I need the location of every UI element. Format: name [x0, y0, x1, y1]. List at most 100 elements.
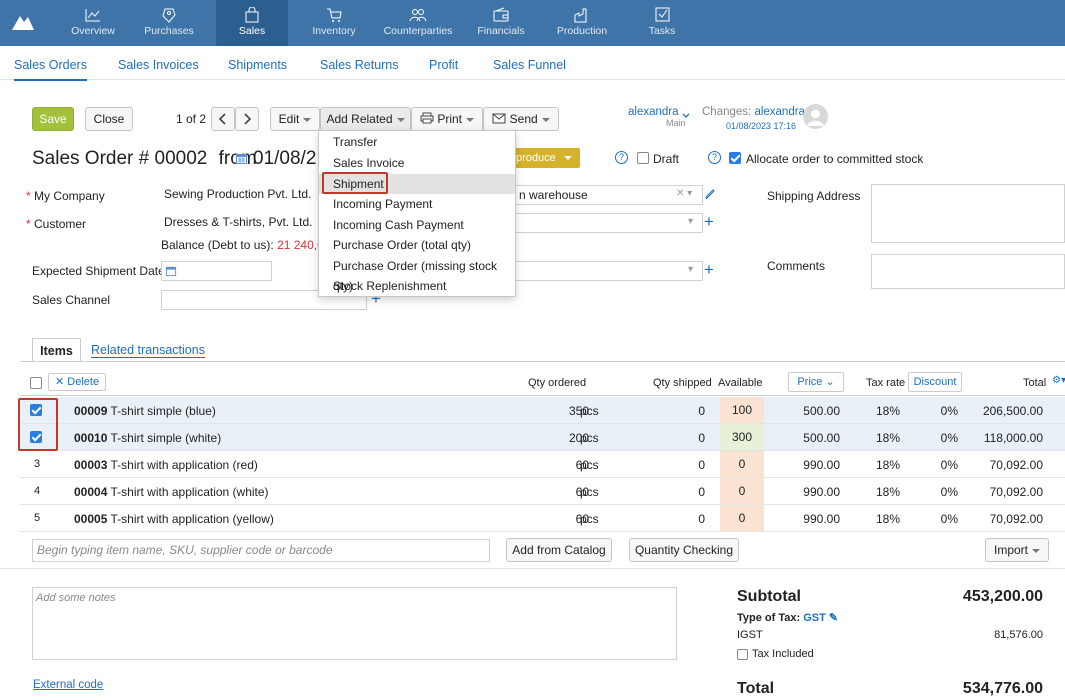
nav-overview[interactable]: Overview [58, 0, 128, 46]
add-icon[interactable]: + [704, 260, 714, 279]
comments-field[interactable] [871, 254, 1065, 289]
discount-cell[interactable]: 0% [940, 431, 958, 445]
header-tax-rate[interactable]: Tax rate [866, 377, 906, 389]
tab-items[interactable]: Items [32, 338, 81, 362]
tax-type-value[interactable]: GST [803, 612, 826, 624]
qty-ordered[interactable]: 200 [568, 431, 589, 445]
prev-button[interactable] [211, 107, 235, 131]
print-button[interactable]: Print [411, 107, 483, 131]
nav-financials[interactable]: Financials [470, 0, 532, 46]
external-code-link[interactable]: External code [33, 679, 104, 691]
tax-included-checkbox[interactable] [737, 649, 748, 660]
edit-button[interactable]: Edit [270, 107, 320, 131]
menu-item-purchase-order-total[interactable]: Purchase Order (total qty) [333, 238, 472, 252]
pencil-icon[interactable]: ✎ [828, 612, 839, 624]
qty-ordered[interactable]: 350 [568, 404, 589, 418]
contract-field[interactable] [515, 213, 703, 233]
header-price[interactable]: Price ⌄ [788, 372, 844, 392]
row-checkbox[interactable] [30, 404, 42, 416]
gear-icon[interactable]: ⚙▾ [1052, 375, 1065, 386]
item-cell[interactable]: 00003 T-shirt with application (red) [74, 458, 258, 472]
menu-item-sales-invoice[interactable]: Sales Invoice [333, 156, 405, 170]
qty-ordered[interactable]: 60 [575, 512, 589, 526]
discount-cell[interactable]: 0% [940, 485, 958, 499]
save-button[interactable]: Save [32, 107, 74, 131]
subnav-profit[interactable]: Profit [429, 58, 459, 72]
nav-counterparties[interactable]: Counterparties [378, 0, 458, 46]
header-qty-ordered[interactable]: Qty ordered [528, 377, 587, 389]
quantity-checking-button[interactable]: Quantity Checking [629, 538, 739, 562]
order-number[interactable]: 00002 [154, 148, 208, 169]
help-icon[interactable]: ? [708, 151, 721, 164]
price-cell[interactable]: 990.00 [803, 512, 840, 526]
qty-ordered[interactable]: 60 [575, 458, 589, 472]
menu-item-shipment[interactable]: Shipment [319, 174, 515, 194]
item-cell[interactable]: 00005 T-shirt with application (yellow) [74, 512, 274, 526]
tax-cell[interactable]: 18% [876, 431, 901, 445]
nav-sales[interactable]: Sales [216, 0, 288, 46]
project-field[interactable] [515, 261, 703, 281]
menu-item-purchase-order-missing[interactable]: Purchase Order (missing stock qty) [333, 259, 498, 293]
item-cell[interactable]: 00010 T-shirt simple (white) [74, 431, 221, 445]
subnav-sales-invoices[interactable]: Sales Invoices [118, 58, 199, 72]
delete-button[interactable]: ✕ Delete [48, 373, 107, 391]
header-discount[interactable]: Discount [908, 372, 962, 392]
table-row[interactable]: 00009 T-shirt simple (blue) 350 pcs 0 100 500… [20, 397, 1065, 424]
menu-item-incoming-payment[interactable]: Incoming Payment [333, 197, 433, 211]
clear-icon[interactable]: ✕ ▾ [676, 188, 693, 199]
row-checkbox[interactable] [30, 431, 42, 443]
add-icon[interactable]: + [371, 289, 381, 308]
chevron-down-icon[interactable]: ▾ [688, 264, 694, 275]
tax-cell[interactable]: 18% [876, 458, 901, 472]
import-button[interactable]: Import [985, 538, 1049, 562]
customer-field[interactable]: Dresses & T-shirts, Pvt. Ltd. [161, 213, 319, 233]
add-icon[interactable]: + [704, 212, 714, 231]
item-search-input[interactable]: Begin typing item name, SKU, supplier co… [32, 539, 490, 562]
qty-ordered[interactable]: 60 [575, 485, 589, 499]
header-available[interactable]: Available [718, 377, 763, 389]
tax-cell[interactable]: 18% [876, 485, 901, 499]
table-row[interactable]: 3 00003 T-shirt with application (red) 60 p… [20, 451, 1065, 478]
changes-user[interactable]: alexandra [754, 106, 805, 118]
tab-related-transactions[interactable]: Related transactions [91, 343, 205, 358]
subnav-sales-orders[interactable]: Sales Orders [14, 58, 87, 81]
chevron-down-icon[interactable]: ▾ [688, 216, 694, 227]
produce-button[interactable]: produce [510, 148, 580, 168]
subnav-sales-returns[interactable]: Sales Returns [320, 58, 399, 72]
sales-channel-field[interactable] [161, 290, 367, 310]
my-company-field[interactable]: Sewing Production Pvt. Ltd. [161, 185, 321, 205]
item-cell[interactable]: 00009 T-shirt simple (blue) [74, 404, 216, 418]
select-all-checkbox[interactable] [30, 377, 42, 389]
chevron-down-icon[interactable] [682, 113, 690, 119]
header-qty-shipped[interactable]: Qty shipped [653, 377, 712, 389]
shipping-address-field[interactable] [871, 184, 1065, 243]
menu-item-incoming-cash-payment[interactable]: Incoming Cash Payment [333, 218, 464, 232]
draft-checkbox[interactable] [637, 152, 649, 164]
menu-item-stock-replenishment[interactable]: Stock Replenishment [333, 279, 447, 293]
avatar[interactable] [803, 104, 828, 129]
allocate-checkbox[interactable] [729, 152, 741, 164]
nav-tasks[interactable]: Tasks [636, 0, 688, 46]
next-button[interactable] [235, 107, 259, 131]
nav-production[interactable]: Production [550, 0, 614, 46]
app-logo-icon[interactable] [10, 12, 36, 32]
table-row[interactable]: 4 00004 T-shirt with application (white) 6… [20, 478, 1065, 505]
send-button[interactable]: Send [483, 107, 559, 131]
subnav-shipments[interactable]: Shipments [228, 58, 288, 72]
tax-cell[interactable]: 18% [876, 404, 901, 418]
price-cell[interactable]: 990.00 [803, 458, 840, 472]
menu-item-transfer[interactable]: Transfer [333, 135, 378, 149]
add-related-button[interactable]: Add Related [320, 107, 411, 131]
price-cell[interactable]: 990.00 [803, 485, 840, 499]
price-cell[interactable]: 500.00 [803, 431, 840, 445]
header-total[interactable]: Total [1023, 377, 1047, 389]
close-button[interactable]: Close [85, 107, 133, 131]
order-date[interactable]: 01/08/20 [253, 148, 317, 169]
price-cell[interactable]: 500.00 [803, 404, 840, 418]
table-row[interactable]: 00010 T-shirt simple (white) 200 pcs 0 300 50… [20, 424, 1065, 451]
pencil-icon[interactable] [705, 188, 715, 200]
help-icon[interactable]: ? [615, 151, 628, 164]
tax-cell[interactable]: 18% [876, 512, 901, 526]
add-from-catalog-button[interactable]: Add from Catalog [506, 538, 612, 562]
calendar-icon[interactable] [235, 152, 248, 165]
